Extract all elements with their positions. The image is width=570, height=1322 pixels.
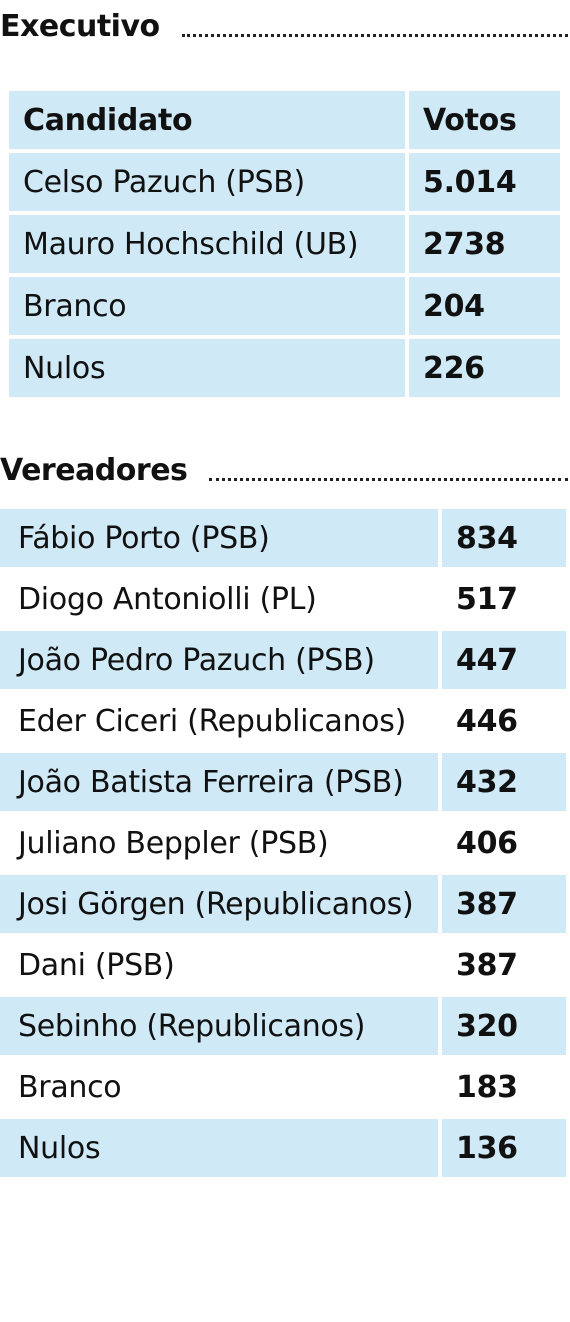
candidate-name: Nulos	[0, 1116, 442, 1180]
candidate-name: Celso Pazuch (PSB)	[5, 149, 409, 215]
dotted-rule	[209, 477, 568, 481]
executivo-heading: Executivo	[0, 12, 570, 42]
table-row: Nulos 226	[5, 335, 564, 401]
table-row: Celso Pazuch (PSB) 5.014	[5, 149, 564, 215]
vote-count: 387	[440, 872, 566, 936]
executivo-title: Executivo	[0, 9, 160, 44]
vote-count: 447	[440, 628, 566, 692]
executivo-table: Candidato Votos Celso Pazuch (PSB) 5.014…	[5, 87, 564, 401]
table-row: Juliano Beppler (PSB) 406	[0, 811, 566, 875]
candidate-name: João Batista Ferreira (PSB)	[0, 750, 442, 814]
table-row: João Batista Ferreira (PSB) 432	[0, 750, 566, 814]
vote-count: 446	[440, 689, 566, 753]
vote-count: 2738	[405, 211, 564, 277]
table-row: Eder Ciceri (Republicanos) 446	[0, 689, 566, 753]
table-row: Diogo Antoniolli (PL) 517	[0, 567, 566, 631]
candidate-name: João Pedro Pazuch (PSB)	[0, 628, 442, 692]
candidate-name: Branco	[0, 1055, 442, 1119]
table-row: Nulos 136	[0, 1116, 566, 1180]
vote-count: 136	[440, 1116, 566, 1180]
vereadores-title: Vereadores	[0, 453, 188, 488]
vote-count: 204	[405, 273, 564, 339]
candidate-name: Nulos	[5, 335, 409, 401]
candidate-name: Josi Görgen (Republicanos)	[0, 872, 442, 936]
header-candidate: Candidato	[5, 87, 409, 153]
vote-count: 387	[440, 933, 566, 997]
table-header-row: Candidato Votos	[5, 87, 564, 153]
candidate-name: Mauro Hochschild (UB)	[5, 211, 409, 277]
candidate-name: Fábio Porto (PSB)	[0, 506, 442, 570]
vote-count: 834	[440, 506, 566, 570]
table-row: Fábio Porto (PSB) 834	[0, 506, 566, 570]
table-row: Mauro Hochschild (UB) 2738	[5, 211, 564, 277]
candidate-name: Diogo Antoniolli (PL)	[0, 567, 442, 631]
table-row: Dani (PSB) 387	[0, 933, 566, 997]
vote-count: 432	[440, 750, 566, 814]
candidate-name: Dani (PSB)	[0, 933, 442, 997]
vote-count: 5.014	[405, 149, 564, 215]
candidate-name: Sebinho (Republicanos)	[0, 994, 442, 1058]
candidate-name: Branco	[5, 273, 409, 339]
vote-count: 226	[405, 335, 564, 401]
table-row: Branco 183	[0, 1055, 566, 1119]
table-row: Josi Görgen (Republicanos) 387	[0, 872, 566, 936]
vereadores-table: Fábio Porto (PSB) 834 Diogo Antoniolli (…	[0, 506, 566, 1180]
table-row: Branco 204	[5, 273, 564, 339]
vote-count: 183	[440, 1055, 566, 1119]
candidate-name: Eder Ciceri (Republicanos)	[0, 689, 442, 753]
header-votes: Votos	[405, 87, 564, 153]
vereadores-heading: Vereadores	[0, 456, 570, 486]
vote-count: 517	[440, 567, 566, 631]
table-row: Sebinho (Republicanos) 320	[0, 994, 566, 1058]
vote-count: 406	[440, 811, 566, 875]
table-row: João Pedro Pazuch (PSB) 447	[0, 628, 566, 692]
candidate-name: Juliano Beppler (PSB)	[0, 811, 442, 875]
vote-count: 320	[440, 994, 566, 1058]
dotted-rule	[181, 33, 568, 37]
